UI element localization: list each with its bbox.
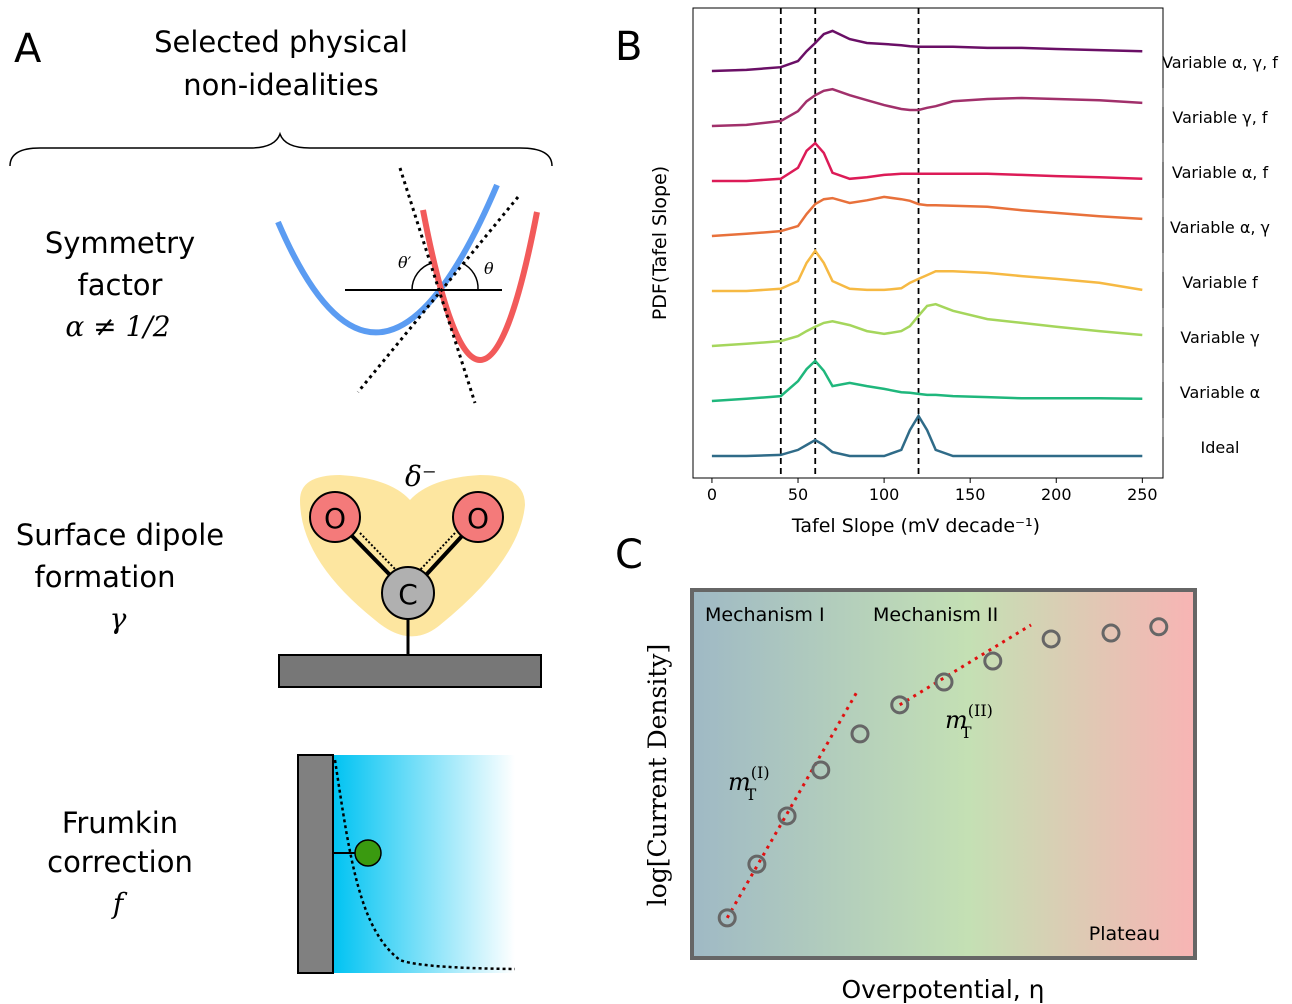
y-label: PDF(Tafel Slope) bbox=[649, 166, 671, 320]
label: Surface dipole bbox=[16, 518, 224, 552]
label: correction bbox=[47, 845, 193, 879]
panel-a: A Selected physical non-idealities Symme… bbox=[9, 25, 553, 974]
label: Symmetry bbox=[45, 226, 195, 260]
surface bbox=[278, 654, 542, 688]
region-label: Mechanism I bbox=[705, 604, 825, 626]
panel-label: B bbox=[615, 24, 642, 70]
point bbox=[717, 908, 737, 928]
panel-c: C Overpotential, η log[Current Density] … bbox=[615, 532, 1197, 1004]
point bbox=[1041, 629, 1061, 649]
angle-label: θ bbox=[484, 259, 494, 278]
atom-label: O bbox=[324, 502, 346, 535]
region-label: Mechanism II bbox=[873, 604, 998, 626]
fit-line bbox=[725, 689, 860, 919]
fit-label: m(I) T bbox=[728, 763, 770, 804]
x-tick-label: 150 bbox=[955, 485, 986, 504]
charge: δ⁻ bbox=[405, 460, 437, 493]
atom-label: C bbox=[398, 578, 418, 611]
legend-label: Variable α, γ, f bbox=[1162, 53, 1278, 72]
series-line bbox=[711, 29, 1143, 73]
point bbox=[934, 672, 954, 692]
fit-label: m(II) T bbox=[945, 701, 993, 742]
x-label: Overpotential, η bbox=[841, 975, 1044, 1004]
series-line bbox=[711, 302, 1143, 348]
fit-line bbox=[898, 623, 1032, 707]
electrode bbox=[297, 754, 334, 974]
legend-label: Variable γ, f bbox=[1172, 108, 1268, 127]
series-line bbox=[711, 359, 1143, 403]
point bbox=[890, 695, 910, 715]
point bbox=[777, 806, 797, 826]
frame bbox=[692, 7, 1164, 479]
series-line bbox=[711, 413, 1143, 458]
point bbox=[850, 724, 870, 744]
point bbox=[747, 854, 767, 874]
potential bbox=[333, 759, 516, 971]
angle-arc bbox=[461, 262, 479, 291]
bond bbox=[350, 534, 392, 577]
brace bbox=[9, 131, 553, 167]
x-tick-label: 0 bbox=[707, 485, 717, 504]
legend-label: Variable α, f bbox=[1172, 163, 1269, 182]
label: Frumkin bbox=[62, 806, 178, 840]
atom-label: O bbox=[467, 502, 489, 535]
fit-label-part: m bbox=[945, 706, 968, 734]
bond bbox=[419, 532, 456, 571]
symbol: α ≠ 1/2 bbox=[65, 310, 170, 343]
x-tick-label: 200 bbox=[1041, 485, 1072, 504]
tangent bbox=[398, 167, 477, 404]
x-tick-label: 100 bbox=[869, 485, 900, 504]
panel-label: C bbox=[615, 532, 643, 578]
legend-label: Variable α, γ bbox=[1170, 218, 1270, 237]
series-line bbox=[711, 87, 1143, 128]
atom bbox=[381, 566, 435, 620]
curve bbox=[420, 209, 540, 363]
fit-label-part: T bbox=[746, 785, 757, 804]
label: factor bbox=[78, 268, 163, 302]
atom bbox=[309, 491, 361, 543]
angle-arc bbox=[411, 262, 433, 291]
point bbox=[811, 760, 831, 780]
heading: non-idealities bbox=[183, 68, 379, 102]
point bbox=[1101, 623, 1121, 643]
fit-label-part: (I) bbox=[751, 763, 770, 782]
adsorbate bbox=[354, 839, 382, 867]
series-line bbox=[711, 248, 1143, 293]
series-line bbox=[711, 195, 1143, 238]
fit-label-part: T bbox=[961, 723, 972, 742]
curve bbox=[275, 183, 500, 336]
series-line bbox=[711, 141, 1143, 183]
legend-label: Variable f bbox=[1182, 273, 1258, 292]
point bbox=[1149, 617, 1169, 637]
tangent bbox=[356, 196, 520, 393]
panel-b: B Tafel Slope (mV decade⁻¹) PDF(Tafel Sl… bbox=[615, 7, 1278, 537]
bond bbox=[359, 532, 397, 571]
legend-label: Variable γ bbox=[1180, 328, 1259, 347]
legend-label: Variable α bbox=[1180, 383, 1260, 402]
x-tick-label: 50 bbox=[788, 485, 808, 504]
panel-label: A bbox=[14, 26, 42, 72]
y-label: log[Current Density] bbox=[643, 644, 672, 907]
symbol: γ bbox=[110, 602, 127, 635]
region-label: Plateau bbox=[1089, 923, 1160, 945]
heading: Selected physical bbox=[154, 25, 408, 59]
legend-label: Ideal bbox=[1201, 438, 1240, 457]
frame bbox=[690, 588, 1197, 960]
point bbox=[983, 651, 1003, 671]
symbol: f bbox=[111, 887, 128, 920]
fit-label-part: m bbox=[728, 768, 751, 796]
bond bbox=[424, 534, 464, 577]
angle-label: θ′ bbox=[398, 253, 412, 272]
fit-label-part: (II) bbox=[968, 701, 993, 720]
atom bbox=[452, 491, 504, 543]
label: formation bbox=[35, 560, 176, 594]
x-label: Tafel Slope (mV decade⁻¹) bbox=[791, 515, 1040, 537]
x-tick-label: 250 bbox=[1127, 485, 1158, 504]
